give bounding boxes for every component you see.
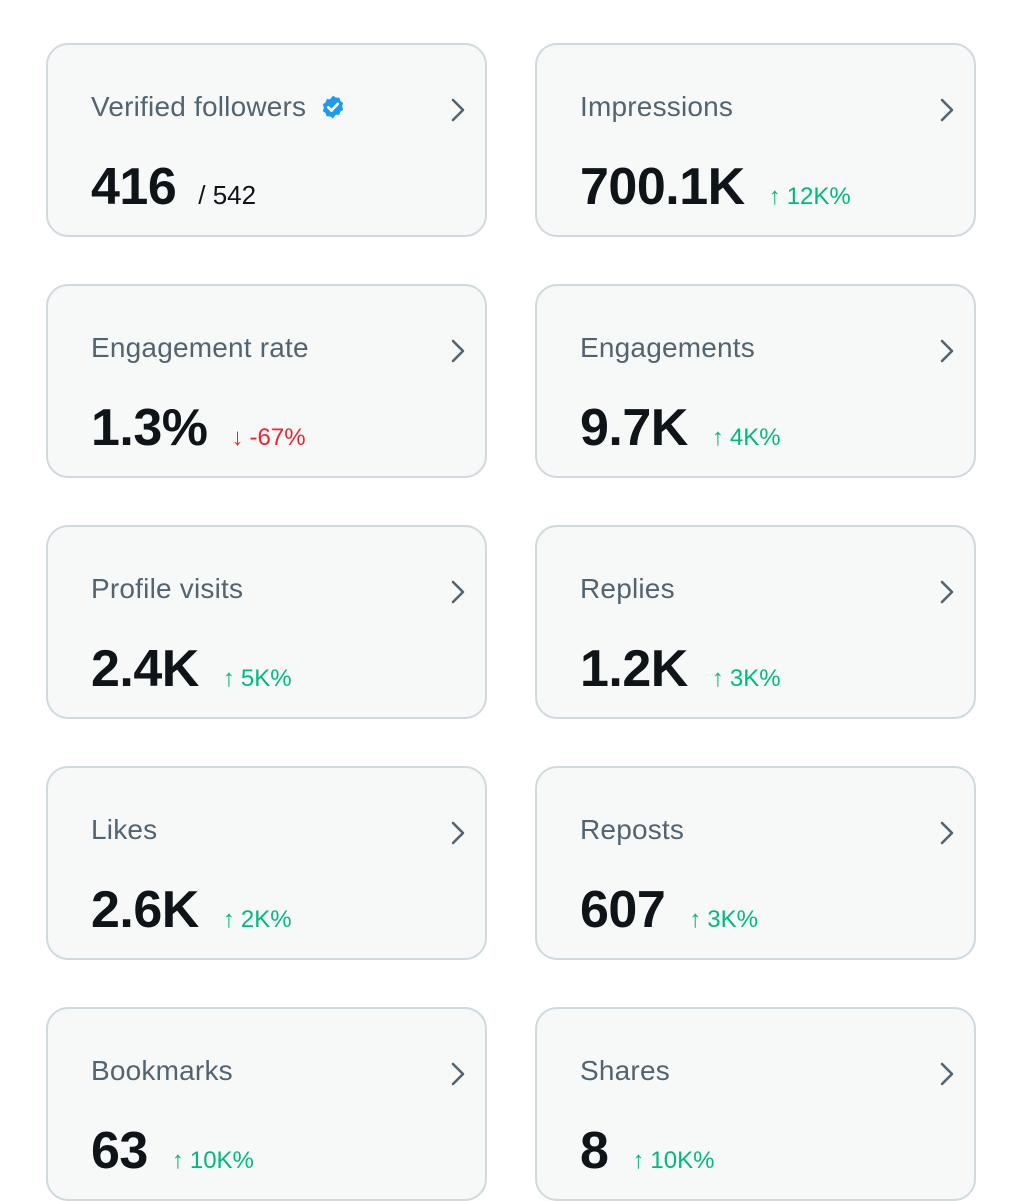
chevron-right-icon xyxy=(451,580,465,604)
chevron-right-icon xyxy=(451,98,465,122)
metric-row: 9.7K ↑ 4K% xyxy=(580,398,781,458)
metric-change: ↑ 10K% xyxy=(172,1147,254,1175)
metric-row: 1.3% ↓ -67% xyxy=(91,398,306,458)
metric-value: 700.1K xyxy=(580,158,745,216)
change-percent: 2K% xyxy=(240,906,292,933)
card-verified-followers[interactable]: Verified followers 416 / 542 xyxy=(46,43,487,237)
chevron-right-icon xyxy=(451,1062,465,1086)
card-likes[interactable]: Likes 2.6K ↑ 2K% xyxy=(46,766,487,960)
chevron-right-icon xyxy=(451,821,465,845)
metric-value: 63 xyxy=(91,1122,148,1180)
chevron-right-icon xyxy=(940,1062,954,1086)
card-title: Engagement rate xyxy=(91,332,309,364)
change-percent: 10K% xyxy=(650,1147,715,1174)
arrow-up-icon: ↑ xyxy=(711,665,724,692)
card-title: Engagements xyxy=(580,332,755,364)
card-title-text: Bookmarks xyxy=(91,1055,233,1086)
card-title-text: Impressions xyxy=(580,91,734,122)
change-percent: 3K% xyxy=(729,665,781,692)
card-reposts[interactable]: Reposts 607 ↑ 3K% xyxy=(535,766,976,960)
metric-row: 2.4K ↑ 5K% xyxy=(91,639,292,699)
change-percent: -67% xyxy=(249,424,306,451)
card-title-text: Verified followers xyxy=(91,91,307,122)
chevron-right-icon xyxy=(940,580,954,604)
card-engagements[interactable]: Engagements 9.7K ↑ 4K% xyxy=(535,284,976,478)
chevron-right-icon xyxy=(451,339,465,363)
change-percent: 12K% xyxy=(786,183,851,210)
metric-value: 607 xyxy=(580,881,666,939)
arrow-up-icon: ↑ xyxy=(632,1147,645,1174)
card-shares[interactable]: Shares 8 ↑ 10K% xyxy=(535,1007,976,1201)
card-title: Shares xyxy=(580,1055,670,1087)
chevron-right-icon xyxy=(940,98,954,122)
metric-value: 8 xyxy=(580,1122,609,1180)
change-percent: 4K% xyxy=(729,424,781,451)
change-percent: 5K% xyxy=(240,665,292,692)
metric-change: ↑ 2K% xyxy=(223,906,292,934)
metric-value: 9.7K xyxy=(580,399,688,457)
change-percent: 3K% xyxy=(707,906,758,933)
arrow-down-icon: ↓ xyxy=(231,424,244,451)
arrow-up-icon: ↑ xyxy=(768,183,781,210)
card-title-text: Engagement rate xyxy=(91,332,309,363)
metric-row: 1.2K ↑ 3K% xyxy=(580,639,781,699)
card-title-text: Profile visits xyxy=(91,573,244,604)
arrow-up-icon: ↑ xyxy=(222,665,235,692)
card-title: Profile visits xyxy=(91,573,243,605)
metric-value: 1.3% xyxy=(91,399,208,457)
metric-change: ↑ 10K% xyxy=(632,1147,714,1175)
card-replies[interactable]: Replies 1.2K ↑ 3K% xyxy=(535,525,976,719)
metric-row: 2.6K ↑ 2K% xyxy=(91,880,292,940)
card-engagement-rate[interactable]: Engagement rate 1.3% ↓ -67% xyxy=(46,284,487,478)
card-impressions[interactable]: Impressions 700.1K ↑ 12K% xyxy=(535,43,976,237)
card-title-text: Likes xyxy=(91,814,158,845)
verified-badge-icon xyxy=(323,95,344,119)
chevron-right-icon xyxy=(940,339,954,363)
metric-change: ↑ 5K% xyxy=(223,665,292,693)
change-percent: 10K% xyxy=(189,1147,254,1174)
metric-denominator: / 542 xyxy=(198,180,257,210)
card-title-text: Shares xyxy=(580,1055,670,1086)
metric-change: ↑ 12K% xyxy=(769,183,851,211)
arrow-up-icon: ↑ xyxy=(222,906,235,933)
arrow-up-icon: ↑ xyxy=(711,424,724,451)
arrow-up-icon: ↑ xyxy=(171,1147,184,1174)
metric-row: 700.1K ↑ 12K% xyxy=(580,157,851,217)
card-bookmarks[interactable]: Bookmarks 63 ↑ 10K% xyxy=(46,1007,487,1201)
chevron-right-icon xyxy=(940,821,954,845)
metric-row: 8 ↑ 10K% xyxy=(580,1121,714,1181)
card-title: Replies xyxy=(580,573,675,605)
card-title-text: Replies xyxy=(580,573,675,604)
card-title: Verified followers xyxy=(91,91,346,123)
metric-change: ↑ 4K% xyxy=(712,424,781,452)
card-title: Likes xyxy=(91,814,157,846)
metric-row: 63 ↑ 10K% xyxy=(91,1121,254,1181)
card-title: Impressions xyxy=(580,91,733,123)
metric-row: 416 / 542 xyxy=(91,157,256,217)
metric-value: 1.2K xyxy=(580,640,688,698)
card-title: Bookmarks xyxy=(91,1055,233,1087)
metric-row: 607 ↑ 3K% xyxy=(580,880,758,940)
metric-change: ↓ -67% xyxy=(232,424,306,452)
card-title: Reposts xyxy=(580,814,684,846)
metric-change: ↑ 3K% xyxy=(712,665,781,693)
arrow-up-icon: ↑ xyxy=(689,906,702,933)
card-profile-visits[interactable]: Profile visits 2.4K ↑ 5K% xyxy=(46,525,487,719)
card-title-text: Reposts xyxy=(580,814,685,845)
metric-value: 2.6K xyxy=(91,881,199,939)
metric-value: 416 xyxy=(91,158,177,216)
metric-value: 2.4K xyxy=(91,640,199,698)
card-title-text: Engagements xyxy=(580,332,755,363)
metric-change: ↑ 3K% xyxy=(689,906,758,934)
